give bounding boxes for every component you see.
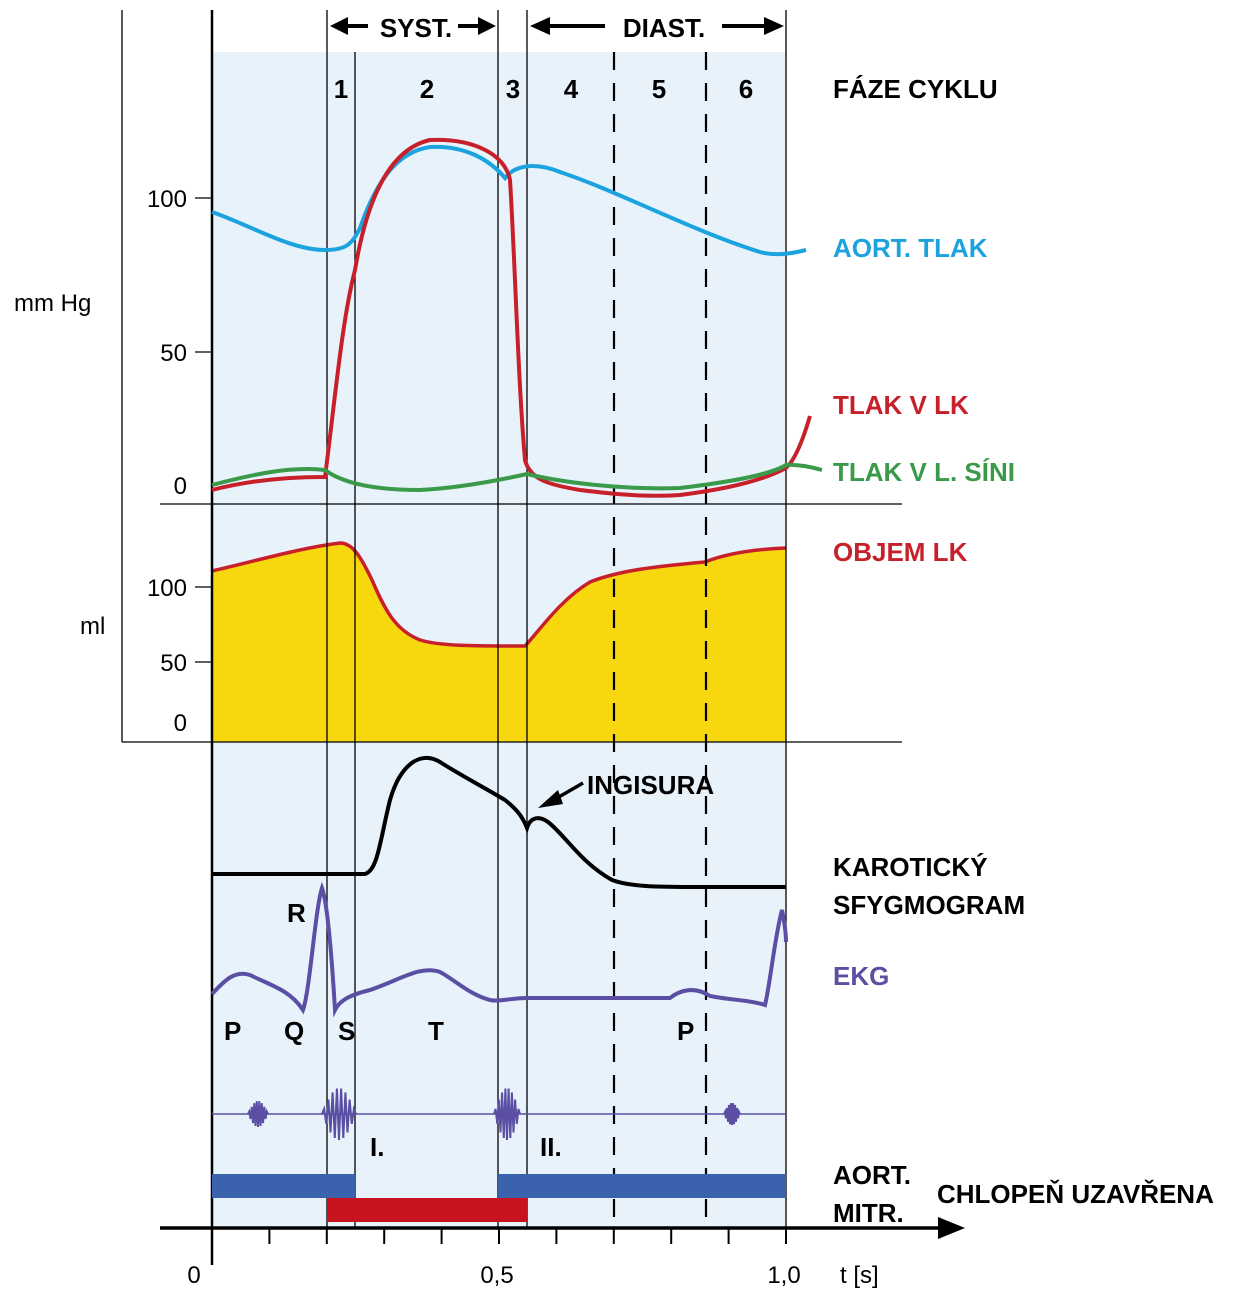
atrial-sound-burst xyxy=(247,1101,269,1128)
time-axis-ticks xyxy=(268,1228,787,1244)
second-heart-sound-burst xyxy=(493,1088,521,1141)
volume-tick-label-100: 100 xyxy=(147,575,187,602)
pressure-tick-label-0: 0 xyxy=(174,473,187,500)
phases-heading: FÁZE CYKLU xyxy=(833,74,998,104)
mitral-valve-label: MITR. xyxy=(833,1198,904,1228)
atrial-pressure-curve xyxy=(211,462,823,493)
volume-tick-label-50: 50 xyxy=(160,650,187,677)
diastole-label: DIAST. xyxy=(623,13,705,43)
carotid-label-line1: KAROTICKÝ xyxy=(833,852,988,882)
systole-label: SYST. xyxy=(380,13,452,43)
ekg-curve xyxy=(210,881,788,1018)
ekg-wave-t: T xyxy=(428,1016,444,1046)
pressure-tick-label-100: 100 xyxy=(147,186,187,213)
volume-tick-label-0: 0 xyxy=(174,710,187,737)
time-tick-label-0: 0 xyxy=(187,1262,200,1289)
time-tick-label-1-0: 1,0 xyxy=(767,1262,800,1289)
phase-number-4: 4 xyxy=(564,74,579,104)
phase-number-6: 6 xyxy=(739,74,753,104)
atrial-sound-burst-2 xyxy=(723,1103,741,1126)
phase-number-3: 3 xyxy=(506,74,520,104)
time-unit: t [s] xyxy=(840,1262,879,1289)
phase-numbers: 1 2 3 4 5 6 xyxy=(334,74,753,104)
phase-number-2: 2 xyxy=(420,74,434,104)
incisura-label: INGISURA xyxy=(587,770,714,800)
second-heart-sound-label: II. xyxy=(540,1132,562,1162)
lv-volume-curve xyxy=(211,541,787,648)
ekg-wave-p2: P xyxy=(677,1016,694,1046)
ekg-wave-q: Q xyxy=(284,1016,304,1046)
pressure-tick-label-50: 50 xyxy=(160,340,187,367)
aortic-pressure-curve xyxy=(211,144,807,257)
ekg-label: EKG xyxy=(833,961,889,991)
phase-number-1: 1 xyxy=(334,74,348,104)
valve-closed-label: CHLOPEŇ UZAVŘENA xyxy=(937,1179,1214,1209)
lv-volume-label: OBJEM LK xyxy=(833,537,968,567)
mitral-valve-closed-bar xyxy=(327,1198,527,1222)
phase-number-5: 5 xyxy=(652,74,666,104)
ekg-wave-p: P xyxy=(224,1016,241,1046)
aortic-valve-closed-bar-1 xyxy=(212,1174,355,1198)
ekg-wave-r: R xyxy=(287,898,306,928)
carotid-sphygmogram-curve xyxy=(212,755,786,889)
incisura-arrowhead xyxy=(538,790,563,808)
aortic-valve-closed-bar-2 xyxy=(498,1174,786,1198)
first-heart-sound-burst xyxy=(321,1088,357,1141)
carotid-label-line2: SFYGMOGRAM xyxy=(833,890,1025,920)
time-tick-label-0-5: 0,5 xyxy=(480,1262,513,1289)
diastole-arrow xyxy=(530,17,784,35)
lv-pressure-curve xyxy=(211,137,812,498)
pressure-unit: mm Hg xyxy=(14,290,91,317)
aortic-valve-label: AORT. xyxy=(833,1160,911,1190)
aortic-pressure-label: AORT. TLAK xyxy=(833,233,988,263)
volume-unit: ml xyxy=(80,613,105,640)
ekg-wave-s: S xyxy=(338,1016,355,1046)
lv-pressure-label: TLAK V LK xyxy=(833,390,969,420)
atrial-pressure-label: TLAK V L. SÍNI xyxy=(833,457,1015,487)
systole-arrow xyxy=(330,17,496,35)
first-heart-sound-label: I. xyxy=(370,1132,384,1162)
heart-sound-bursts xyxy=(247,1088,741,1141)
time-axis-arrowhead xyxy=(938,1217,965,1239)
